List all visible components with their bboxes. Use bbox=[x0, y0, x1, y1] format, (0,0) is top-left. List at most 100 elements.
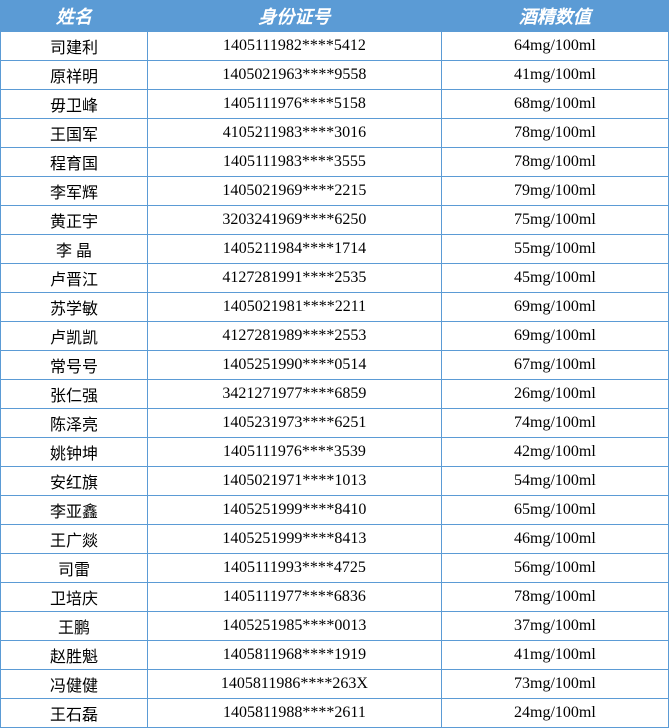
cell-value: 73mg/100ml bbox=[441, 670, 668, 699]
table-row: 程育国1405111983****355578mg/100ml bbox=[1, 148, 669, 177]
cell-id: 1405811988****2611 bbox=[147, 699, 441, 728]
cell-id: 1405021971****1013 bbox=[147, 467, 441, 496]
cell-id: 4127281991****2535 bbox=[147, 264, 441, 293]
cell-value: 64mg/100ml bbox=[441, 32, 668, 61]
table-row: 卢晋江4127281991****253545mg/100ml bbox=[1, 264, 669, 293]
table-row: 司建利1405111982****541264mg/100ml bbox=[1, 32, 669, 61]
cell-id: 1405111976****3539 bbox=[147, 438, 441, 467]
cell-value: 78mg/100ml bbox=[441, 583, 668, 612]
table-row: 李亚鑫1405251999****841065mg/100ml bbox=[1, 496, 669, 525]
cell-id: 1405251990****0514 bbox=[147, 351, 441, 380]
cell-name: 王石磊 bbox=[1, 699, 148, 728]
cell-name: 程育国 bbox=[1, 148, 148, 177]
cell-name: 卫培庆 bbox=[1, 583, 148, 612]
cell-id: 1405111983****3555 bbox=[147, 148, 441, 177]
cell-id: 1405111993****4725 bbox=[147, 554, 441, 583]
cell-id: 1405021969****2215 bbox=[147, 177, 441, 206]
cell-id: 4127281989****2553 bbox=[147, 322, 441, 351]
cell-id: 1405111977****6836 bbox=[147, 583, 441, 612]
cell-name: 李军辉 bbox=[1, 177, 148, 206]
cell-value: 79mg/100ml bbox=[441, 177, 668, 206]
cell-value: 41mg/100ml bbox=[441, 641, 668, 670]
table-row: 卢凯凯4127281989****255369mg/100ml bbox=[1, 322, 669, 351]
cell-name: 冯健健 bbox=[1, 670, 148, 699]
cell-id: 1405211984****1714 bbox=[147, 235, 441, 264]
cell-id: 1405111982****5412 bbox=[147, 32, 441, 61]
cell-id: 3203241969****6250 bbox=[147, 206, 441, 235]
col-header-name: 姓名 bbox=[1, 1, 148, 32]
cell-name: 常号号 bbox=[1, 351, 148, 380]
table-row: 司雷1405111993****472556mg/100ml bbox=[1, 554, 669, 583]
cell-value: 37mg/100ml bbox=[441, 612, 668, 641]
cell-id: 4105211983****3016 bbox=[147, 119, 441, 148]
table-row: 安红旗1405021971****101354mg/100ml bbox=[1, 467, 669, 496]
cell-name: 王国军 bbox=[1, 119, 148, 148]
cell-value: 55mg/100ml bbox=[441, 235, 668, 264]
cell-id: 1405021963****9558 bbox=[147, 61, 441, 90]
table-row: 王广燚1405251999****841346mg/100ml bbox=[1, 525, 669, 554]
table-row: 常号号1405251990****051467mg/100ml bbox=[1, 351, 669, 380]
cell-name: 卢凯凯 bbox=[1, 322, 148, 351]
col-header-id: 身份证号 bbox=[147, 1, 441, 32]
table-row: 李军辉1405021969****221579mg/100ml bbox=[1, 177, 669, 206]
cell-value: 67mg/100ml bbox=[441, 351, 668, 380]
cell-id: 1405111976****5158 bbox=[147, 90, 441, 119]
alcohol-data-table: 姓名 身份证号 酒精数值 司建利1405111982****541264mg/1… bbox=[0, 0, 669, 728]
cell-id: 1405251985****0013 bbox=[147, 612, 441, 641]
cell-name: 姚钟坤 bbox=[1, 438, 148, 467]
cell-value: 69mg/100ml bbox=[441, 322, 668, 351]
cell-name: 张仁强 bbox=[1, 380, 148, 409]
table-row: 苏学敏1405021981****221169mg/100ml bbox=[1, 293, 669, 322]
cell-value: 42mg/100ml bbox=[441, 438, 668, 467]
table-row: 赵胜魁1405811968****191941mg/100ml bbox=[1, 641, 669, 670]
cell-name: 陈泽亮 bbox=[1, 409, 148, 438]
table-row: 陈泽亮1405231973****625174mg/100ml bbox=[1, 409, 669, 438]
cell-id: 1405021981****2211 bbox=[147, 293, 441, 322]
table-header-row: 姓名 身份证号 酒精数值 bbox=[1, 1, 669, 32]
cell-value: 69mg/100ml bbox=[441, 293, 668, 322]
cell-value: 78mg/100ml bbox=[441, 119, 668, 148]
table-row: 王鹏1405251985****001337mg/100ml bbox=[1, 612, 669, 641]
cell-value: 41mg/100ml bbox=[441, 61, 668, 90]
cell-value: 54mg/100ml bbox=[441, 467, 668, 496]
cell-value: 65mg/100ml bbox=[441, 496, 668, 525]
cell-name: 赵胜魁 bbox=[1, 641, 148, 670]
cell-value: 26mg/100ml bbox=[441, 380, 668, 409]
table-row: 李 晶1405211984****171455mg/100ml bbox=[1, 235, 669, 264]
cell-id: 1405811986****263X bbox=[147, 670, 441, 699]
table-row: 张仁强3421271977****685926mg/100ml bbox=[1, 380, 669, 409]
table-row: 冯健健1405811986****263X73mg/100ml bbox=[1, 670, 669, 699]
cell-name: 苏学敏 bbox=[1, 293, 148, 322]
cell-value: 56mg/100ml bbox=[441, 554, 668, 583]
table-row: 卫培庆1405111977****683678mg/100ml bbox=[1, 583, 669, 612]
cell-id: 1405811968****1919 bbox=[147, 641, 441, 670]
col-header-value: 酒精数值 bbox=[441, 1, 668, 32]
table-row: 原祥明1405021963****955841mg/100ml bbox=[1, 61, 669, 90]
cell-name: 李亚鑫 bbox=[1, 496, 148, 525]
table-body: 司建利1405111982****541264mg/100ml原祥明140502… bbox=[1, 32, 669, 728]
cell-value: 74mg/100ml bbox=[441, 409, 668, 438]
cell-value: 24mg/100ml bbox=[441, 699, 668, 728]
cell-value: 45mg/100ml bbox=[441, 264, 668, 293]
cell-id: 1405251999****8413 bbox=[147, 525, 441, 554]
table-row: 黄正宇3203241969****625075mg/100ml bbox=[1, 206, 669, 235]
cell-id: 1405231973****6251 bbox=[147, 409, 441, 438]
cell-name: 司建利 bbox=[1, 32, 148, 61]
cell-name: 卢晋江 bbox=[1, 264, 148, 293]
cell-name: 司雷 bbox=[1, 554, 148, 583]
cell-name: 王广燚 bbox=[1, 525, 148, 554]
cell-name: 毋卫峰 bbox=[1, 90, 148, 119]
cell-value: 75mg/100ml bbox=[441, 206, 668, 235]
table-row: 姚钟坤1405111976****353942mg/100ml bbox=[1, 438, 669, 467]
cell-value: 68mg/100ml bbox=[441, 90, 668, 119]
cell-name: 安红旗 bbox=[1, 467, 148, 496]
table-row: 王国军4105211983****301678mg/100ml bbox=[1, 119, 669, 148]
cell-name: 黄正宇 bbox=[1, 206, 148, 235]
cell-name: 王鹏 bbox=[1, 612, 148, 641]
cell-name: 李 晶 bbox=[1, 235, 148, 264]
cell-id: 3421271977****6859 bbox=[147, 380, 441, 409]
cell-name: 原祥明 bbox=[1, 61, 148, 90]
cell-id: 1405251999****8410 bbox=[147, 496, 441, 525]
table-row: 王石磊1405811988****261124mg/100ml bbox=[1, 699, 669, 728]
cell-value: 46mg/100ml bbox=[441, 525, 668, 554]
